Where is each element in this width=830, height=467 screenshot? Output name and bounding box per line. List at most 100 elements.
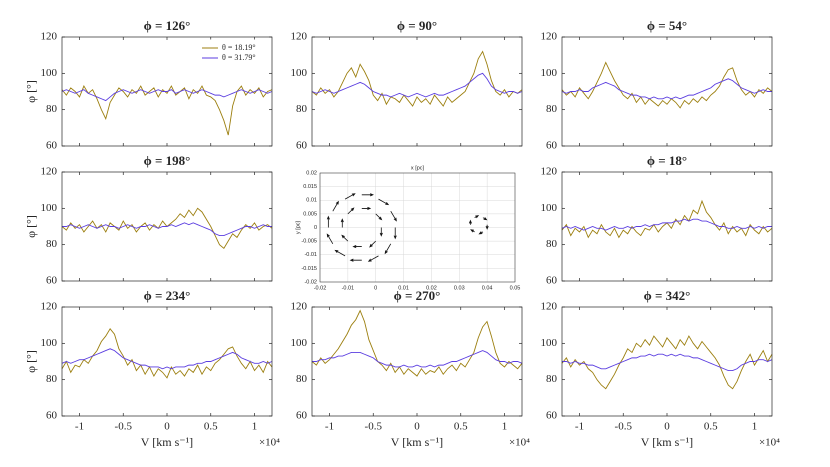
vector-arrow [361,206,372,210]
axes-frame [561,36,773,147]
y-tick-label: 120 [541,166,558,178]
x-tick-label: -1 [75,421,84,433]
y-tick-label: 60 [296,140,308,152]
y-tick-label: 120 [291,301,308,313]
y-tick-label: 100 [41,67,58,79]
x-tick-label: 0.04 [482,285,493,291]
y-axis-label: φ [°] [24,215,38,238]
vector-arrow [367,255,379,262]
y-tick-label: 0.015 [303,184,317,190]
vector-arrow [468,219,472,225]
x-tick-label: 0.01 [398,285,409,291]
panel-title: ϕ = 342° [644,288,691,303]
panel-title: ϕ = 18° [647,153,687,168]
y-tick-label: 120 [541,301,558,313]
panel-title: ϕ = 234° [144,288,191,303]
x-tick-label: -0.5 [115,421,133,433]
vector-arrow [470,229,475,233]
y-tick-label: 80 [546,238,558,250]
vector-arrow [393,227,397,240]
y-tick-label: 80 [546,373,558,385]
x-tick-label: -1 [575,421,584,433]
series-line [561,218,772,231]
y-tick-label: 80 [546,103,558,115]
x-exponent: ×10⁴ [259,437,280,449]
y-tick-label: 60 [46,275,58,287]
y-tick-label: 0.02 [306,170,317,176]
x-tick-label: 1 [252,421,258,433]
x-tick-label: 0.05 [510,285,521,291]
vector-arrow [375,213,383,221]
series-line [561,335,773,390]
y-axis-label: φ [°] [24,80,38,103]
panel-title: ϕ = 126° [144,18,191,33]
series-line [62,222,272,237]
series-line [561,61,773,109]
series-line [61,348,273,370]
panel-title: ϕ = 270° [394,288,441,303]
legend-box [199,39,269,67]
vector-arrow [474,215,480,219]
x-tick-label: 0 [374,285,377,291]
y-tick-label: 100 [541,67,558,79]
vector-arrow [485,224,489,230]
x-tick-label: 0 [664,421,670,433]
x-tick-label: 0.5 [204,421,218,433]
axes-frame [561,306,773,417]
y-tick-label: 100 [291,337,308,349]
y-tick-label: 120 [291,31,308,43]
x-axis-label: V [km s⁻¹] [141,435,193,449]
y-tick-label: 0.005 [303,211,317,217]
vector-arrow [384,243,392,255]
y-tick-label: 100 [541,202,558,214]
y-axis-label: φ [°] [24,350,38,373]
x-tick-label: 0 [414,421,420,433]
y-tick-label: 100 [41,337,58,349]
y-tick-label: 100 [41,202,58,214]
legend-label: θ = 18.19° [222,43,256,52]
axes-frame [311,306,523,417]
x-axis-label: V [km s⁻¹] [391,435,443,449]
y-tick-label: -0.01 [304,252,317,258]
y-tick-label: 60 [296,410,308,422]
series-line [562,353,773,372]
y-tick-label: 80 [296,103,308,115]
x-tick-label: -0.02 [314,285,327,291]
vector-arrow [361,193,374,197]
panel-title: ϕ = 198° [144,153,191,168]
panel-title: ϕ = 90° [397,18,437,33]
y-tick-label: 60 [46,410,58,422]
vector-arrow [482,217,488,221]
y-tick-label: -0.015 [301,266,317,272]
x-axis-label: x [pc] [411,165,425,171]
x-tick-label: -0.5 [615,421,633,433]
series-line [61,328,273,379]
y-tick-label: 120 [41,166,58,178]
panel-title: ϕ = 54° [647,18,687,33]
y-tick-label: 0.01 [306,198,317,204]
y-tick-label: 80 [46,103,58,115]
vector-arrow [352,245,362,249]
vector-arrow [379,227,383,237]
x-tick-label: 1 [502,421,508,433]
y-tick-label: 60 [546,140,558,152]
vector-arrow [334,249,346,257]
series-line [312,350,523,368]
x-tick-label: 0.5 [454,421,468,433]
x-tick-label: 0 [164,421,170,433]
y-tick-label: 80 [46,238,58,250]
vector-arrow [326,215,330,228]
y-tick-label: 100 [541,337,558,349]
x-exponent: ×10⁴ [509,437,530,449]
y-tick-label: 120 [541,31,558,43]
y-tick-label: -0.02 [304,279,317,285]
series-line [61,85,273,136]
y-tick-label: 60 [546,410,558,422]
x-tick-label: -0.01 [342,285,355,291]
vector-arrow [378,198,390,206]
vector-arrow [349,258,362,262]
vector-arrow [390,210,397,222]
x-axis-label: V [km s⁻¹] [641,435,693,449]
vector-arrow [326,233,334,245]
